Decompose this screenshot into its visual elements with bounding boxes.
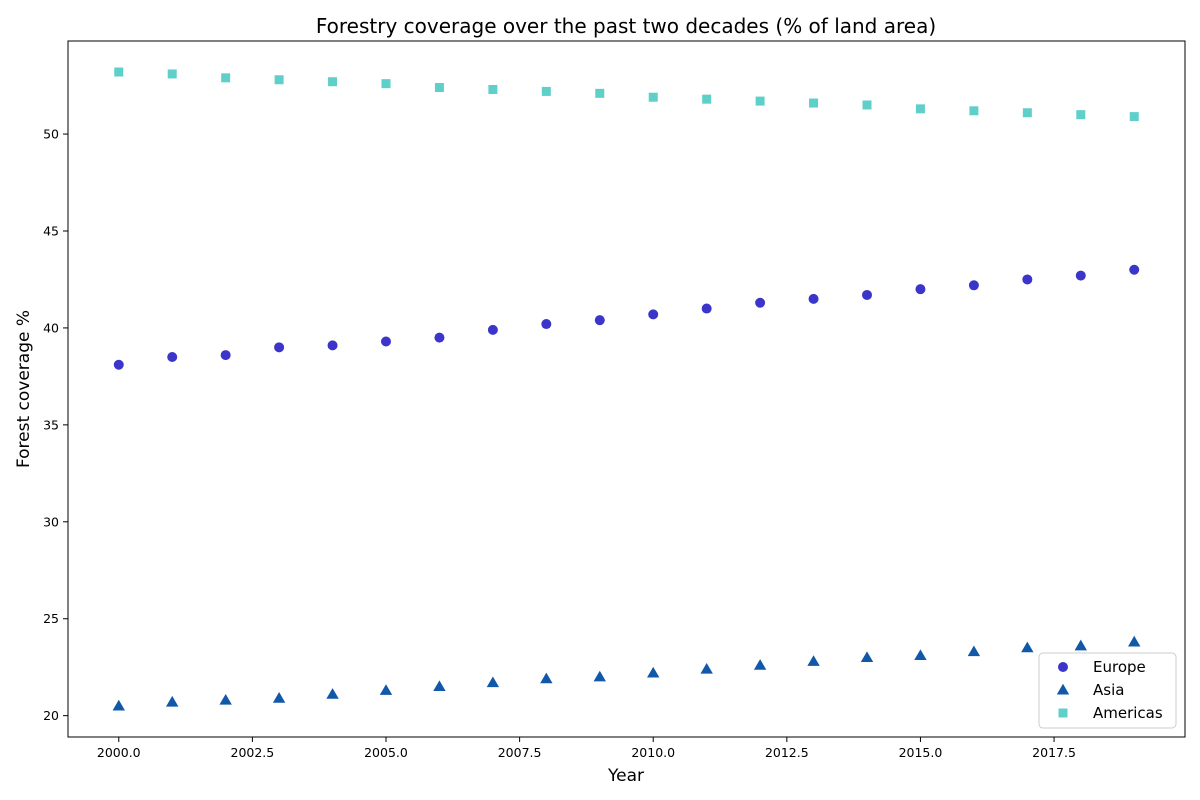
series-asia bbox=[112, 635, 1141, 711]
americas-point bbox=[1022, 108, 1032, 118]
legend-marker-europe bbox=[1058, 662, 1068, 672]
europe-point bbox=[755, 297, 766, 308]
legend-box bbox=[1038, 652, 1177, 729]
y-tick-label: 40 bbox=[43, 320, 59, 335]
americas-point bbox=[648, 92, 658, 102]
x-tick-label: 2017.5 bbox=[1032, 745, 1076, 760]
asia-point bbox=[1074, 639, 1087, 651]
americas-point bbox=[969, 106, 979, 116]
americas-point bbox=[1076, 110, 1086, 120]
americas-point bbox=[595, 88, 605, 98]
europe-point bbox=[1022, 274, 1033, 285]
asia-point bbox=[647, 666, 660, 678]
americas-point bbox=[541, 86, 551, 96]
americas-point bbox=[274, 75, 284, 85]
y-tick-label: 20 bbox=[43, 708, 59, 723]
asia-point bbox=[326, 688, 339, 699]
europe-point bbox=[167, 352, 178, 363]
x-axis-label: Year bbox=[607, 766, 644, 786]
europe-point bbox=[1075, 270, 1086, 281]
americas-point bbox=[915, 104, 925, 114]
americas-point bbox=[434, 83, 444, 93]
asia-point bbox=[753, 659, 767, 670]
asia-point bbox=[540, 672, 553, 684]
americas-point bbox=[809, 98, 819, 108]
americas-point bbox=[114, 67, 124, 77]
europe-point bbox=[808, 293, 819, 304]
americas-point bbox=[328, 77, 338, 87]
asia-point bbox=[860, 651, 874, 662]
asia-point bbox=[272, 692, 286, 703]
americas-point bbox=[167, 69, 177, 79]
europe-point bbox=[968, 280, 979, 291]
europe-point bbox=[594, 315, 605, 326]
y-tick-label: 25 bbox=[43, 611, 59, 626]
y-axis: 20 25 30 35 40 45 50 bbox=[43, 127, 68, 723]
europe-point bbox=[380, 336, 391, 347]
x-tick-label: 2000.0 bbox=[97, 745, 141, 760]
x-tick-label: 2005.0 bbox=[364, 745, 408, 760]
legend-marker-asia bbox=[1056, 683, 1070, 695]
europe-point bbox=[274, 342, 285, 353]
asia-point bbox=[379, 684, 393, 695]
x-axis: 2000.0 2002.5 2005.0 2007.5 2010.0 2012.5 2015… bbox=[97, 737, 1076, 760]
europe-point bbox=[113, 359, 124, 370]
series-europe bbox=[113, 264, 1140, 370]
y-tick-label: 50 bbox=[43, 127, 59, 142]
americas-point bbox=[381, 79, 391, 89]
y-tick-label: 30 bbox=[43, 514, 59, 529]
asia-point bbox=[914, 649, 927, 661]
americas-point bbox=[221, 73, 231, 83]
europe-point bbox=[541, 319, 552, 330]
x-tick-label: 2007.5 bbox=[498, 745, 542, 760]
asia-point bbox=[219, 693, 232, 705]
asia-point bbox=[486, 676, 500, 688]
series-americas bbox=[114, 67, 1139, 122]
americas-point bbox=[1129, 112, 1139, 122]
asia-point bbox=[967, 645, 981, 657]
x-tick-label: 2012.5 bbox=[765, 745, 809, 760]
europe-point bbox=[220, 350, 231, 361]
y-axis-label: Forest coverage % bbox=[14, 310, 34, 468]
chart-title: Forestry coverage over the past two deca… bbox=[316, 14, 936, 38]
americas-point bbox=[488, 84, 498, 94]
asia-point bbox=[807, 655, 820, 666]
europe-point bbox=[648, 309, 659, 320]
asia-point bbox=[433, 680, 446, 692]
x-tick-label: 2010.0 bbox=[631, 745, 675, 760]
asia-point bbox=[700, 662, 713, 674]
data-points bbox=[112, 67, 1141, 711]
europe-point bbox=[915, 284, 926, 295]
plot-area bbox=[67, 40, 1186, 738]
y-tick-label: 35 bbox=[43, 417, 59, 432]
x-tick-label: 2002.5 bbox=[231, 745, 275, 760]
legend: Europe Asia Americas bbox=[1038, 652, 1177, 729]
x-tick-label: 2015.0 bbox=[899, 745, 943, 760]
legend-label-europe: Europe bbox=[1093, 658, 1146, 676]
europe-point bbox=[701, 303, 712, 314]
y-tick-label: 45 bbox=[43, 223, 59, 238]
asia-point bbox=[1128, 635, 1141, 647]
europe-point bbox=[1129, 264, 1140, 275]
americas-point bbox=[755, 96, 765, 106]
legend-label-americas: Americas bbox=[1093, 704, 1163, 722]
americas-point bbox=[862, 100, 872, 110]
legend-label-asia: Asia bbox=[1093, 681, 1124, 699]
europe-point bbox=[862, 289, 873, 300]
legend-marker-americas bbox=[1058, 708, 1068, 718]
europe-point bbox=[434, 332, 445, 343]
europe-point bbox=[327, 340, 338, 351]
asia-point bbox=[112, 699, 125, 711]
asia-point bbox=[166, 695, 179, 707]
asia-point bbox=[1021, 641, 1034, 653]
americas-point bbox=[702, 94, 712, 104]
europe-point bbox=[487, 324, 498, 335]
asia-point bbox=[593, 670, 606, 682]
